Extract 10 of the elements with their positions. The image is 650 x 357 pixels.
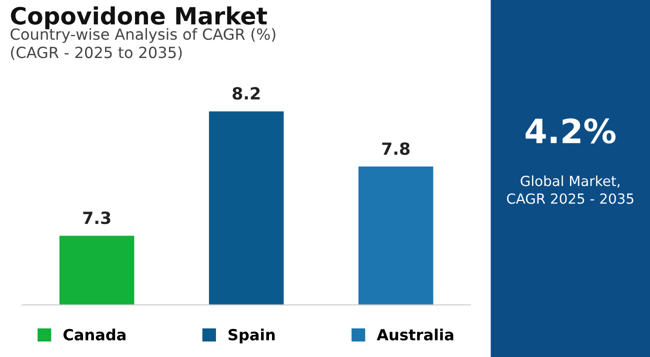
text: Global Market, CAGR 2025 - 2035 xyxy=(506,175,634,204)
legend-label: Canada xyxy=(63,328,126,340)
legend-label: Spain xyxy=(228,328,275,344)
legend-label: Australia xyxy=(376,328,454,340)
data-label: 8.2 xyxy=(232,87,260,100)
chart-title: Copovidone Market xyxy=(10,6,267,30)
text: 4.2% xyxy=(526,118,616,144)
data-label: 7.8 xyxy=(382,142,410,155)
chart-subtitle: Country-wise Analysis of CAGR (%) (CAGR - 2025 to 2035) xyxy=(10,28,276,60)
data-label: 7.3 xyxy=(83,212,110,224)
